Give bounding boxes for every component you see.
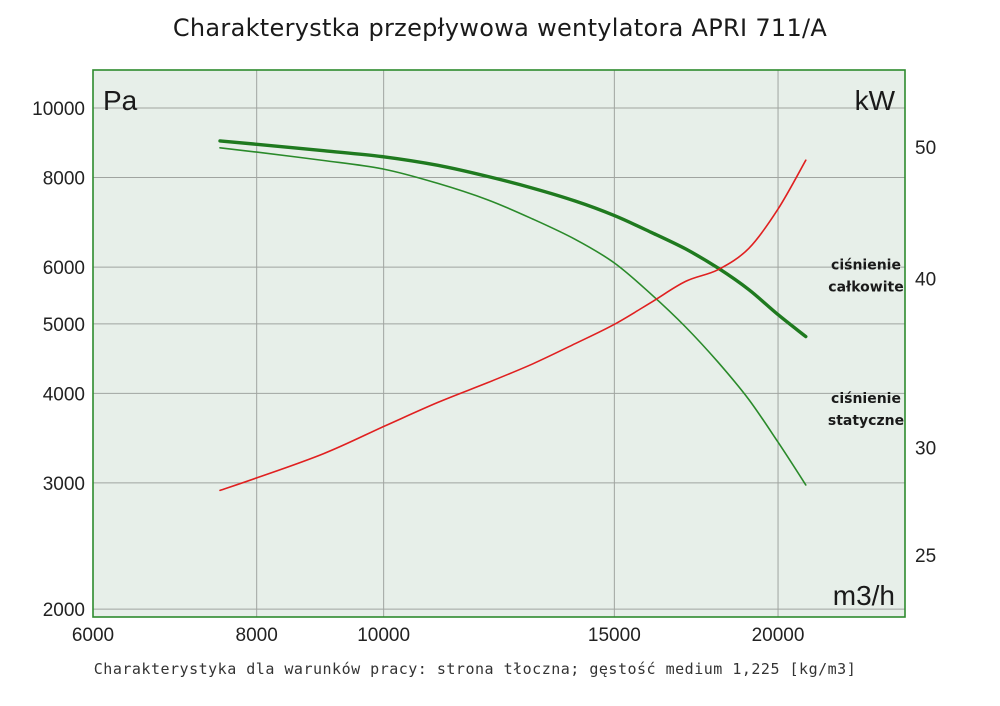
series-annotation-line: ciśnienie: [831, 391, 901, 407]
power-line: [219, 159, 807, 492]
y2-tick-label: 40: [915, 269, 936, 290]
y2-tick-label: 25: [915, 546, 936, 567]
x-tick-label: 6000: [72, 625, 114, 646]
operating-conditions-note: Charakterystyka dla warunków pracy: stro…: [93, 660, 857, 678]
x-tick-label: 15000: [588, 625, 641, 646]
y-tick-label: 4000: [43, 384, 85, 405]
y-axis-unit-label: Pa: [103, 85, 138, 116]
y-tick-label: 3000: [43, 474, 85, 495]
plot-area: [93, 70, 905, 617]
x-tick-label: 8000: [236, 625, 278, 646]
y-tick-label: 10000: [32, 99, 85, 120]
tick-labels: 6000 8000 10000 15000 20000 2000 3000 4000 5000 6…: [32, 99, 936, 646]
x-tick-label: 20000: [752, 625, 805, 646]
y-tick-label: 5000: [43, 315, 85, 336]
y2-tick-label: 30: [915, 439, 936, 460]
y-tick-label: 8000: [43, 169, 85, 190]
chart-title: Charakterystka przepływowa wentylatora A…: [172, 14, 828, 42]
plot-frame: [92, 69, 906, 618]
series-annotations: ciśnienie całkowite ciśnienie statyczne: [828, 258, 904, 429]
y-tick-label: 6000: [43, 258, 85, 279]
series-annotation-line: statyczne: [828, 413, 904, 429]
x-tick-label: 10000: [357, 625, 410, 646]
series-annotation-line: ciśnienie: [831, 258, 901, 274]
series-group: [218, 139, 808, 492]
y2-tick-label: 50: [915, 138, 936, 159]
total-pressure-line: [218, 139, 808, 339]
x-axis-unit-label: m3/h: [833, 580, 895, 611]
series-annotation-line: całkowite: [828, 280, 903, 296]
static-pressure-line: [219, 147, 807, 486]
y-tick-label: 2000: [43, 600, 85, 621]
y2-axis-unit-label: kW: [855, 85, 896, 116]
